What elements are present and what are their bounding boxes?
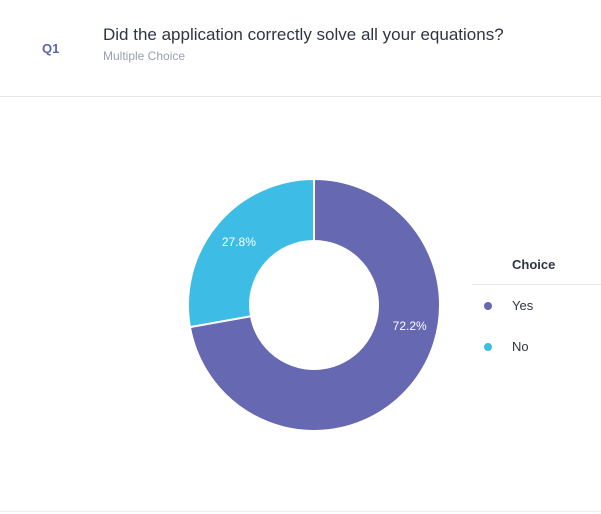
- legend-label-yes: Yes: [512, 298, 534, 313]
- question-header: Q1 Did the application correctly solve a…: [0, 0, 601, 96]
- legend-title: Choice: [472, 248, 601, 285]
- data-label-yes: 72.2%: [393, 319, 427, 333]
- chart-legend: Choice Yes No: [472, 248, 601, 367]
- legend-swatch-no: [484, 343, 492, 351]
- question-number: Q1: [42, 41, 60, 56]
- bottom-divider: [0, 511, 601, 512]
- slice-yes[interactable]: [188, 177, 441, 432]
- legend-swatch-yes: [484, 302, 492, 310]
- question-type: Multiple Choice: [103, 49, 186, 63]
- slice-no[interactable]: [187, 177, 315, 329]
- legend-item-yes[interactable]: Yes: [472, 285, 601, 326]
- legend-label-no: No: [512, 339, 529, 354]
- header-divider: [0, 96, 601, 97]
- legend-item-no[interactable]: No: [472, 326, 601, 367]
- question-title: Did the application correctly solve all …: [103, 25, 504, 44]
- data-label-no: 27.8%: [222, 235, 256, 249]
